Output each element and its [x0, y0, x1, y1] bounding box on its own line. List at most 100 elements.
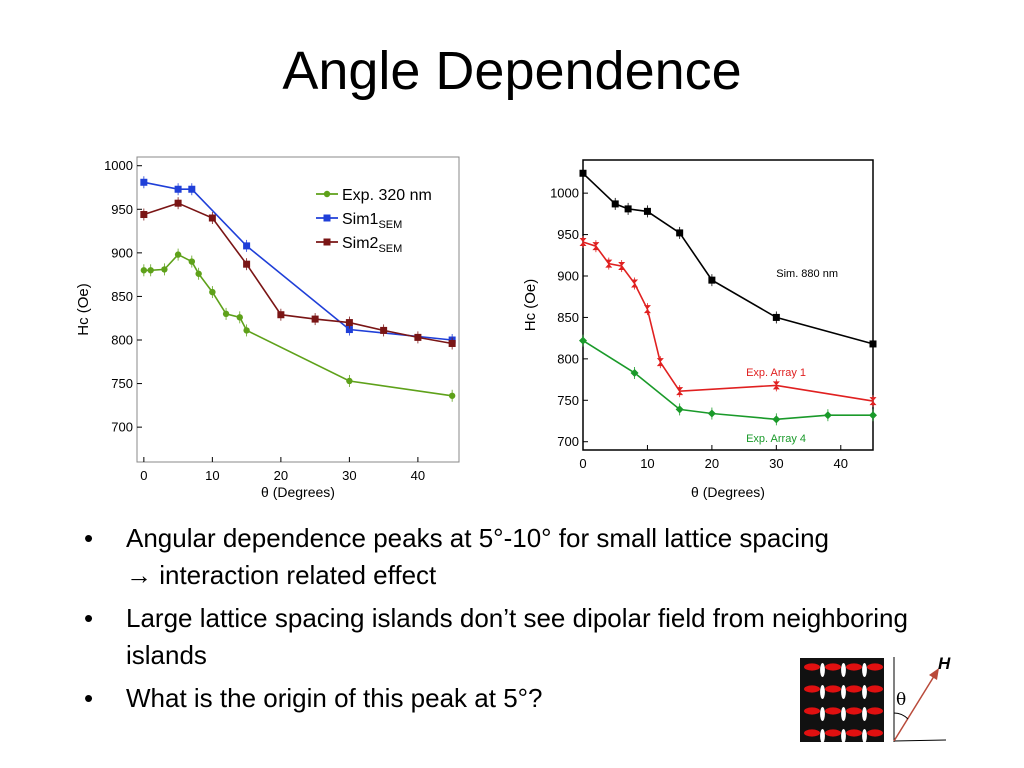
legend-entry: Sim2SEM [342, 235, 402, 255]
y-tick-label: 800 [111, 333, 133, 348]
data-point [236, 314, 243, 321]
field-label: H [938, 654, 951, 673]
red-island [867, 707, 883, 715]
y-tick-label: 900 [111, 245, 133, 260]
data-point [448, 339, 456, 347]
y-tick-label: 700 [111, 420, 133, 435]
y-tick-label: 800 [557, 351, 579, 366]
data-point [195, 270, 202, 277]
x-axis-label: θ (Degrees) [691, 484, 765, 500]
field-axis-horizontal [893, 739, 947, 742]
field-vector [893, 672, 937, 742]
x-tick-label: 40 [411, 468, 425, 483]
y-tick-label: 1000 [550, 186, 579, 201]
y-tick-label: 1000 [104, 158, 133, 173]
white-island [862, 663, 867, 677]
data-point [147, 267, 154, 274]
data-point [222, 310, 230, 318]
x-tick-label: 0 [140, 468, 147, 483]
x-tick-label: 40 [834, 456, 848, 471]
red-island [825, 729, 841, 737]
data-point [277, 311, 285, 319]
data-point [643, 305, 651, 314]
data-point [643, 207, 651, 215]
data-point [869, 411, 877, 420]
red-island [804, 707, 820, 715]
data-point [675, 405, 684, 414]
data-point [174, 185, 182, 193]
red-island [804, 685, 820, 693]
field-arrowhead-icon [929, 668, 939, 680]
red-island [804, 729, 820, 737]
angle-label: θ [896, 690, 906, 710]
arrow-icon: → [126, 560, 152, 590]
legend: Exp. 320 nm Sim1SEM Sim2SEM [316, 187, 432, 255]
data-point [323, 214, 331, 222]
data-point [656, 358, 664, 367]
data-point [592, 242, 600, 251]
red-island [825, 663, 841, 671]
red-island [825, 707, 841, 715]
x-tick-label: 10 [205, 468, 219, 483]
data-point [823, 411, 832, 420]
data-point [624, 205, 632, 213]
bullet-text-continued: interaction related effect [152, 560, 437, 590]
y-tick-label: 950 [111, 202, 133, 217]
data-point [708, 276, 716, 284]
data-point [140, 211, 148, 219]
data-point [323, 238, 331, 246]
data-point [448, 392, 456, 399]
angle-arc [893, 712, 909, 720]
data-point [345, 319, 353, 327]
white-island [841, 707, 846, 721]
series-line [143, 202, 453, 345]
data-point [579, 336, 587, 345]
series-line [582, 241, 874, 402]
bullet-text: Large lattice spacing islands don’t see … [126, 603, 908, 670]
series-exp-array-4: Exp. Array 4 [579, 334, 877, 445]
series-line [582, 339, 873, 421]
data-point [140, 178, 148, 186]
white-island [820, 685, 825, 699]
white-island [820, 707, 825, 721]
red-island [846, 663, 862, 671]
chart-2: 700 750 800 850 900 950 1000 0 10 20 30 40 θ (Degree… [522, 159, 877, 500]
island-array [804, 663, 883, 743]
slide-title: Angle Dependence [282, 41, 742, 101]
data-point [869, 340, 877, 348]
island-lattice-diagram: θ H [800, 654, 951, 743]
y-tick-label: 700 [557, 434, 579, 449]
x-tick-label: 0 [579, 456, 586, 471]
x-tick-label: 20 [705, 456, 719, 471]
white-island [841, 663, 846, 677]
red-island [867, 663, 883, 671]
data-point [414, 333, 422, 341]
white-island [841, 729, 846, 743]
data-point [869, 397, 877, 406]
red-island [846, 729, 862, 737]
bullet-dot: • [84, 523, 94, 553]
y-tick-label: 900 [557, 269, 579, 284]
legend-subscript: SEM [378, 219, 402, 231]
data-point [161, 266, 168, 273]
bullet-item: • What is the origin of this peak at 5°? [84, 680, 984, 717]
data-point [605, 259, 613, 268]
plot-frame [136, 156, 460, 463]
white-island [841, 685, 846, 699]
data-point [323, 190, 331, 198]
series-exp-array-1: Exp. Array 1 [579, 236, 877, 408]
series-label: Sim. 880 nm [776, 268, 838, 280]
data-point [209, 288, 216, 296]
data-point [346, 377, 353, 385]
data-point [676, 387, 684, 396]
y-tick-label: 950 [557, 227, 579, 242]
data-point [618, 262, 626, 271]
x-tick-label: 10 [640, 456, 654, 471]
x-axis-label: θ (Degrees) [261, 484, 335, 500]
legend-entry: Exp. 320 nm [342, 187, 432, 204]
bullet-list: • Angular dependence peaks at 5°-10° for… [84, 520, 984, 723]
data-point [243, 260, 251, 268]
legend-subscript: SEM [378, 243, 402, 255]
data-point [208, 214, 216, 222]
data-point [579, 238, 587, 247]
